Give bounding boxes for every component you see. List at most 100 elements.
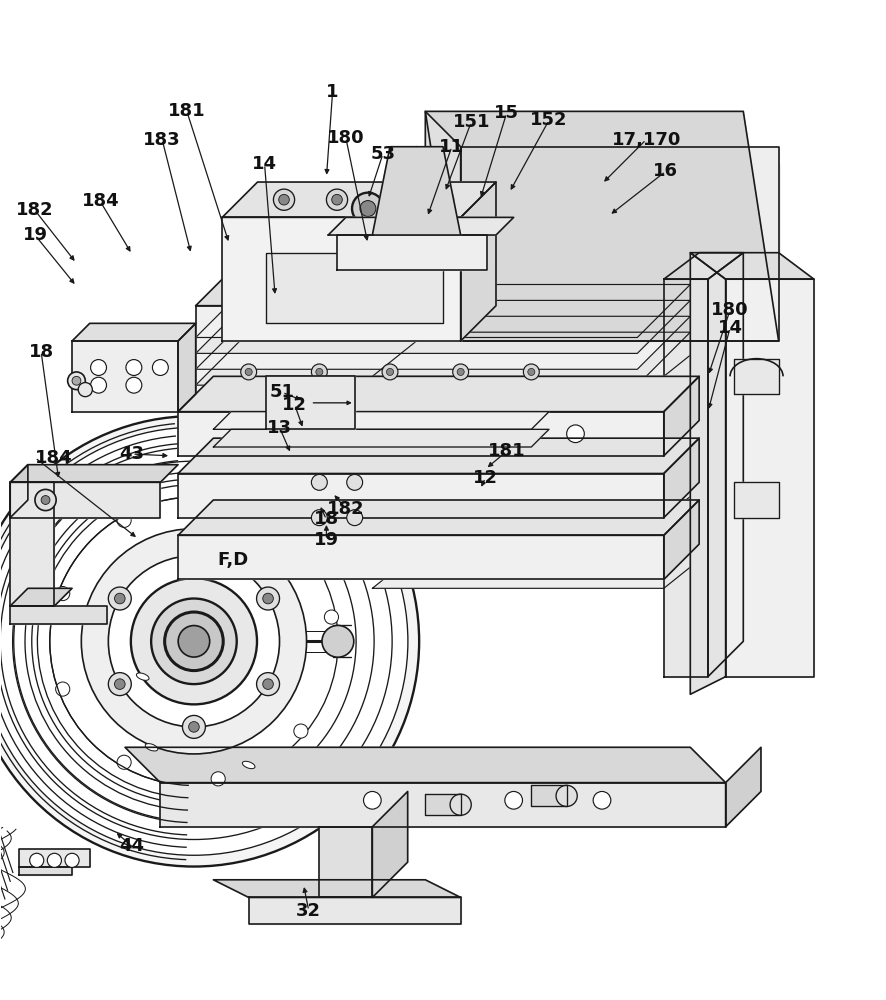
Circle shape	[0, 443, 392, 840]
Circle shape	[47, 853, 61, 867]
Polygon shape	[178, 500, 699, 535]
Circle shape	[165, 612, 223, 671]
Polygon shape	[734, 359, 779, 394]
Circle shape	[311, 364, 327, 380]
Circle shape	[211, 497, 225, 511]
Polygon shape	[726, 747, 761, 827]
Polygon shape	[11, 465, 178, 482]
Circle shape	[386, 368, 393, 375]
Polygon shape	[214, 429, 549, 447]
Polygon shape	[222, 182, 496, 217]
Circle shape	[90, 360, 106, 375]
Circle shape	[363, 791, 381, 809]
Text: 181: 181	[488, 442, 525, 460]
Polygon shape	[178, 412, 664, 456]
Circle shape	[294, 724, 308, 738]
Polygon shape	[11, 482, 54, 606]
Polygon shape	[664, 253, 743, 279]
Circle shape	[108, 587, 131, 610]
Circle shape	[108, 673, 131, 696]
Circle shape	[152, 599, 237, 684]
Polygon shape	[328, 217, 514, 235]
Polygon shape	[664, 438, 699, 518]
Text: 184: 184	[35, 449, 73, 467]
Circle shape	[29, 853, 43, 867]
Polygon shape	[196, 316, 690, 369]
Polygon shape	[178, 376, 699, 412]
Circle shape	[183, 544, 206, 567]
Polygon shape	[178, 474, 664, 518]
Text: 182: 182	[16, 201, 54, 219]
Polygon shape	[214, 880, 461, 897]
Polygon shape	[160, 783, 726, 827]
Ellipse shape	[136, 673, 149, 680]
Circle shape	[56, 682, 70, 696]
Circle shape	[315, 368, 323, 375]
Polygon shape	[249, 897, 461, 924]
Text: F,D: F,D	[217, 551, 248, 569]
Polygon shape	[734, 482, 779, 518]
Circle shape	[78, 383, 92, 397]
Polygon shape	[372, 482, 708, 518]
Circle shape	[257, 587, 279, 610]
Text: 12: 12	[282, 396, 307, 414]
Text: 13: 13	[267, 419, 292, 437]
Polygon shape	[337, 235, 487, 270]
Circle shape	[65, 853, 79, 867]
Circle shape	[240, 425, 258, 443]
Text: 44: 44	[120, 837, 144, 855]
Polygon shape	[532, 785, 567, 806]
Circle shape	[0, 416, 419, 867]
Circle shape	[432, 189, 454, 210]
Circle shape	[438, 194, 448, 205]
Circle shape	[434, 425, 452, 443]
Polygon shape	[19, 867, 72, 875]
Circle shape	[56, 586, 70, 601]
Polygon shape	[196, 332, 690, 385]
Text: 32: 32	[296, 902, 322, 920]
Circle shape	[593, 791, 610, 809]
Polygon shape	[11, 482, 160, 518]
Polygon shape	[708, 253, 743, 677]
Polygon shape	[425, 111, 779, 341]
Polygon shape	[372, 147, 461, 235]
Circle shape	[505, 425, 523, 443]
Circle shape	[0, 427, 408, 855]
Circle shape	[276, 527, 291, 541]
Circle shape	[379, 189, 400, 210]
Circle shape	[331, 194, 342, 205]
Text: 51: 51	[269, 383, 295, 401]
Circle shape	[556, 785, 578, 806]
Circle shape	[14, 461, 374, 821]
Text: 16: 16	[653, 162, 678, 180]
Ellipse shape	[243, 761, 255, 769]
Polygon shape	[72, 323, 196, 341]
Text: 19: 19	[314, 531, 339, 549]
Polygon shape	[196, 284, 690, 337]
Text: 182: 182	[327, 500, 365, 518]
Circle shape	[126, 377, 142, 393]
Polygon shape	[11, 465, 27, 518]
Circle shape	[67, 372, 85, 390]
Circle shape	[346, 474, 362, 490]
Polygon shape	[267, 253, 443, 323]
Text: 14: 14	[253, 155, 277, 173]
Text: 17,170: 17,170	[611, 131, 680, 149]
Polygon shape	[214, 412, 549, 429]
Circle shape	[382, 364, 398, 380]
Polygon shape	[690, 253, 726, 694]
Circle shape	[324, 610, 338, 624]
Text: 183: 183	[144, 131, 181, 149]
Text: 53: 53	[370, 145, 395, 163]
Circle shape	[117, 755, 131, 769]
Circle shape	[211, 772, 225, 786]
Text: 43: 43	[120, 445, 144, 463]
Text: 12: 12	[473, 469, 498, 487]
Circle shape	[126, 360, 142, 375]
Circle shape	[567, 425, 584, 443]
Polygon shape	[196, 300, 690, 353]
Circle shape	[152, 360, 168, 375]
Circle shape	[263, 593, 274, 604]
Circle shape	[241, 364, 257, 380]
Polygon shape	[19, 849, 89, 867]
